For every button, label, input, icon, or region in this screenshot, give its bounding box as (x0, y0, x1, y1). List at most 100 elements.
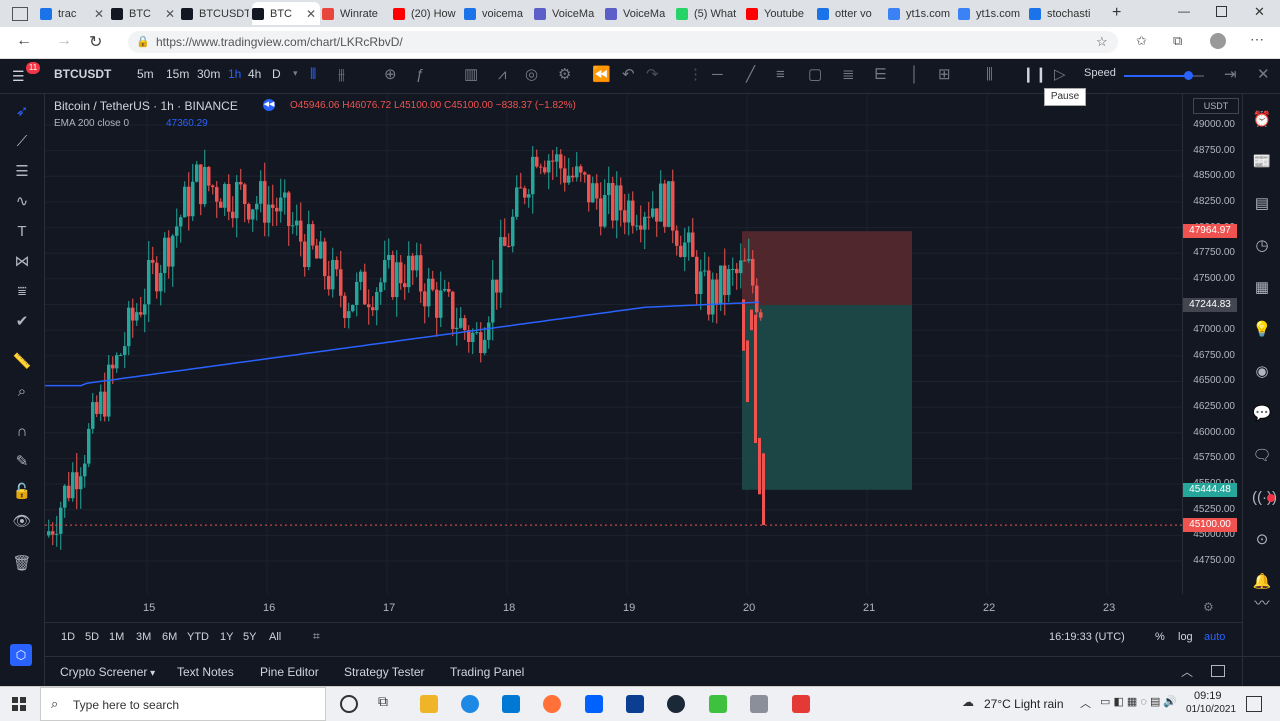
fib-tool-icon[interactable]: ☰ (15, 163, 29, 180)
range-5Y[interactable]: 5Y (243, 631, 257, 643)
browser-tab[interactable]: VoiceMa (605, 2, 673, 25)
clock-label[interactable]: 16:19:33 (UTC) (1049, 631, 1125, 643)
firefox-icon[interactable] (543, 695, 561, 713)
hotlist-icon[interactable]: ◷ (1255, 237, 1269, 254)
take-profit-zone[interactable] (742, 305, 912, 490)
browser-tab[interactable]: VoiceMa (534, 2, 602, 25)
clock-time[interactable]: 09:19 (1194, 690, 1222, 702)
bottom-tab[interactable]: Strategy Tester (344, 665, 424, 679)
jump-to-realtime-icon[interactable]: ⇥ (1224, 66, 1237, 83)
browser-tab[interactable]: voicema (464, 2, 532, 25)
browser-tab[interactable]: otter vo (817, 2, 885, 25)
range-6M[interactable]: 6M (162, 631, 178, 643)
menu-icon[interactable]: ⋯ (1250, 31, 1264, 47)
percent-toggle[interactable]: % (1155, 631, 1165, 643)
cortana-icon[interactable] (340, 695, 358, 713)
lock-drawings-icon[interactable]: 🔓 (12, 483, 32, 500)
indicators-icon[interactable]: ƒ (416, 66, 425, 83)
close-tab-icon[interactable]: ✕ (93, 6, 104, 21)
windows-start-icon[interactable] (12, 697, 26, 711)
drawing-tool-icon[interactable]: ⋮ (688, 66, 703, 83)
news-icon[interactable]: 📰 (1252, 153, 1272, 170)
settings-icon[interactable]: ⚙ (558, 66, 572, 83)
browser-tab[interactable]: (20) How (393, 2, 461, 25)
file-explorer-icon[interactable] (420, 695, 438, 713)
streams-icon[interactable]: ◉ (1255, 363, 1269, 380)
pattern-tool-icon[interactable]: ⋈ (14, 253, 30, 270)
refresh-icon[interactable]: ↻ (89, 34, 103, 51)
pulse-icon[interactable]: 〰 (1254, 595, 1270, 612)
back-icon[interactable]: ← (16, 32, 32, 49)
cursor-icon[interactable]: ➶ (15, 103, 29, 120)
object-tree-icon[interactable]: ⬡ (10, 644, 32, 666)
alert-icon[interactable]: ⩘ (498, 66, 507, 83)
hide-drawings-icon[interactable]: 👁 (12, 513, 32, 530)
interval-15m[interactable]: 15m (166, 67, 190, 81)
check-tool-icon[interactable]: ✔ (15, 313, 29, 330)
brush-tool-icon[interactable]: ∿ (15, 193, 29, 210)
interval-1h[interactable]: 1h (228, 67, 242, 81)
interval-5m[interactable]: 5m (137, 67, 154, 81)
horizontal-line-icon[interactable]: ─ (712, 66, 723, 83)
close-tab-icon[interactable]: ✕ (164, 6, 175, 21)
broadcast-icon[interactable]: ⊙ (1255, 531, 1269, 548)
data-window-icon[interactable]: ▤ (1254, 195, 1270, 212)
forward-icon[interactable]: → (56, 32, 72, 49)
ruler-tool-icon[interactable]: 📏 (12, 353, 32, 370)
prediction-tool-icon[interactable]: ⩸ (17, 283, 27, 300)
compare-icon[interactable]: ⊕ (384, 66, 397, 83)
ema-line[interactable] (45, 301, 760, 387)
play-forward-icon[interactable]: ▷ (1054, 66, 1066, 83)
taskbar-search-box[interactable]: ⌕ Type here to search (40, 687, 326, 721)
axis-settings-icon[interactable]: ⚙ (1203, 600, 1214, 614)
log-toggle[interactable]: log (1178, 631, 1193, 643)
bar-replay-icon[interactable]: ⫼ (986, 66, 993, 83)
trend-line-icon[interactable]: ╱ (746, 66, 756, 83)
range-YTD[interactable]: YTD (187, 631, 209, 643)
bottom-tab[interactable]: Pine Editor (260, 665, 319, 679)
interval-30m[interactable]: 30m (197, 67, 221, 81)
currency-label[interactable]: USDT (1193, 98, 1239, 114)
interval-D[interactable]: D (272, 67, 281, 81)
candles-icon[interactable]: ⫴ (310, 66, 317, 83)
photoshop-icon[interactable] (626, 695, 644, 713)
time-axis[interactable]: 15 16 17 18 19 20 21 22 23 ⚙ (45, 594, 1214, 620)
stay-in-drawing-icon[interactable]: ✎ (15, 453, 29, 470)
browser-tab[interactable]: BTC ✕ (111, 2, 179, 25)
collapse-icon[interactable]: ︿ (1181, 665, 1194, 679)
recorder-icon[interactable] (792, 695, 810, 713)
profile-avatar[interactable] (1210, 33, 1226, 49)
zoom-tool-icon[interactable]: ⌕ (17, 383, 27, 400)
close-window-button[interactable]: ✕ (1254, 4, 1265, 19)
task-view-icon[interactable]: ⧉ (378, 693, 388, 709)
chart-pane[interactable]: Bitcoin / TetherUS · 1h · BINANCE ◀◀ O45… (45, 94, 1182, 594)
weather-text[interactable]: 27°C Light rain (984, 697, 1064, 711)
replay-icon[interactable]: ◎ (525, 66, 539, 83)
menu-icon[interactable]: ☰ (12, 68, 25, 84)
interval-4h[interactable]: 4h (248, 67, 262, 81)
url-field[interactable]: 🔒 https://www.tradingview.com/chart/LKRc… (128, 31, 1118, 53)
chats-icon[interactable]: 💬 (1252, 405, 1272, 422)
browser-tab[interactable]: (5) What (676, 2, 744, 25)
redo-icon[interactable]: ↷ (646, 66, 659, 83)
tab-actions-icon[interactable] (12, 7, 28, 21)
weather-icon[interactable]: ☁ (962, 695, 974, 709)
bottom-tab[interactable]: Text Notes (177, 665, 234, 679)
auto-toggle[interactable]: auto (1204, 631, 1226, 643)
alarm-clock-icon[interactable]: ⏰ (1252, 111, 1272, 128)
undo-icon[interactable]: ↶ (622, 66, 635, 83)
maximize-button[interactable] (1216, 6, 1227, 17)
app-icon[interactable] (750, 695, 768, 713)
rectangle-icon[interactable]: ▢ (808, 66, 823, 83)
measure-icon[interactable]: ⊞ (938, 66, 951, 83)
browser-tab[interactable]: trac ✕ (40, 2, 108, 25)
goto-date-icon[interactable]: ⌗ (313, 629, 320, 643)
range-1D[interactable]: 1D (61, 631, 76, 643)
browser-tab[interactable]: Winrate (322, 2, 390, 25)
pause-icon[interactable]: ❙❙ (1022, 66, 1048, 83)
bottom-tab[interactable]: Trading Panel (450, 665, 524, 679)
notification-center-icon[interactable] (1246, 696, 1262, 712)
browser-tab[interactable]: BTCUSDT✕ (181, 2, 249, 25)
tray-icons[interactable]: ▭ ◧ ▦ ◌ ▤ 🔊 (1100, 696, 1178, 708)
steam-icon[interactable] (667, 695, 685, 713)
